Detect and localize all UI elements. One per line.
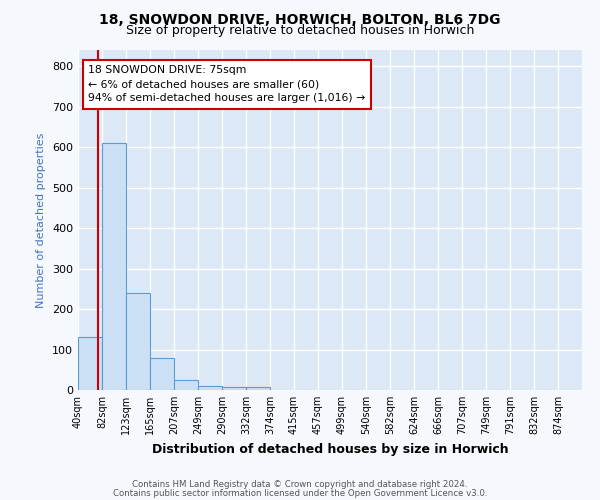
Text: Contains public sector information licensed under the Open Government Licence v3: Contains public sector information licen… (113, 488, 487, 498)
Bar (174, 380, 198, 390)
Bar (78, 338, 102, 390)
Text: 18, SNOWDON DRIVE, HORWICH, BOLTON, BL6 7DG: 18, SNOWDON DRIVE, HORWICH, BOLTON, BL6 … (99, 12, 501, 26)
Bar (246, 387, 270, 390)
X-axis label: Distribution of detached houses by size in Horwich: Distribution of detached houses by size … (152, 442, 508, 456)
Bar (102, 143, 126, 390)
Text: Contains HM Land Registry data © Crown copyright and database right 2024.: Contains HM Land Registry data © Crown c… (132, 480, 468, 489)
Bar (150, 358, 174, 390)
Bar (126, 293, 150, 390)
Text: 18 SNOWDON DRIVE: 75sqm
← 6% of detached houses are smaller (60)
94% of semi-det: 18 SNOWDON DRIVE: 75sqm ← 6% of detached… (88, 66, 365, 104)
Bar (198, 386, 222, 390)
Text: Size of property relative to detached houses in Horwich: Size of property relative to detached ho… (126, 24, 474, 37)
Y-axis label: Number of detached properties: Number of detached properties (37, 132, 46, 308)
Bar (222, 387, 246, 390)
